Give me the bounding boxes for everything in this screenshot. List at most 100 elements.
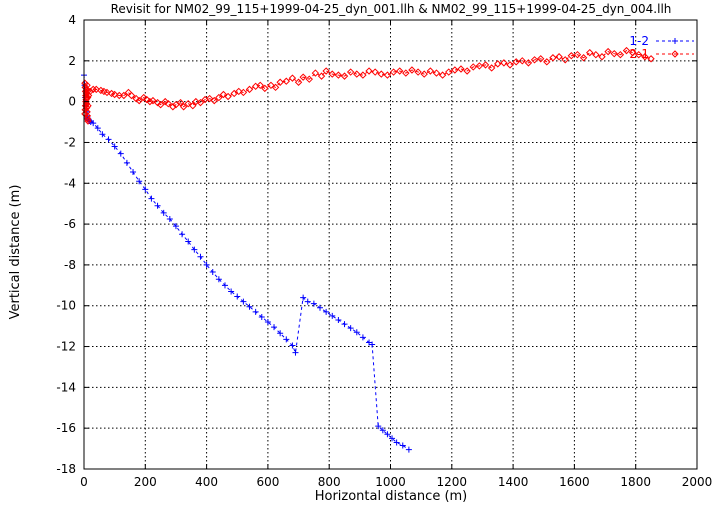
y-tick-label: 4 bbox=[68, 13, 76, 27]
data-point bbox=[196, 98, 205, 107]
data-point bbox=[598, 53, 606, 61]
data-point bbox=[305, 75, 313, 83]
data-point bbox=[154, 202, 161, 209]
data-point bbox=[317, 304, 324, 311]
y-axis-label: Vertical distance (m) bbox=[8, 185, 23, 320]
x-tick-label: 1800 bbox=[620, 475, 651, 489]
data-point bbox=[264, 319, 271, 326]
data-point bbox=[228, 288, 235, 295]
x-tick-label: 1600 bbox=[559, 475, 590, 489]
data-point bbox=[161, 97, 169, 106]
data-point bbox=[276, 78, 284, 86]
data-point bbox=[84, 102, 92, 110]
data-point bbox=[328, 70, 336, 78]
data-point bbox=[245, 85, 254, 94]
data-point bbox=[494, 60, 502, 68]
data-point bbox=[304, 298, 311, 305]
data-point bbox=[172, 223, 179, 230]
data-point bbox=[176, 98, 185, 107]
data-point bbox=[205, 94, 214, 103]
data-point bbox=[445, 68, 453, 76]
data-point bbox=[117, 150, 124, 157]
data-point bbox=[209, 269, 216, 276]
data-point bbox=[405, 446, 412, 453]
data-point bbox=[299, 73, 307, 81]
data-point bbox=[530, 56, 539, 64]
data-point bbox=[111, 143, 118, 150]
data-point bbox=[103, 88, 111, 97]
data-point bbox=[156, 100, 165, 109]
data-point bbox=[573, 50, 582, 59]
data-point bbox=[221, 282, 228, 289]
data-point bbox=[635, 50, 643, 59]
data-point bbox=[371, 68, 379, 76]
data-point bbox=[210, 96, 218, 105]
data-point bbox=[346, 68, 355, 76]
y-tick-label: -4 bbox=[64, 176, 76, 190]
data-point bbox=[246, 303, 253, 310]
y-tick-label: -12 bbox=[56, 340, 76, 354]
data-point bbox=[239, 88, 248, 97]
data-point bbox=[283, 336, 290, 343]
data-point bbox=[164, 99, 172, 108]
y-tick-label: 0 bbox=[68, 95, 76, 109]
data-point bbox=[99, 131, 106, 138]
data-point bbox=[224, 92, 232, 101]
series-line bbox=[84, 50, 652, 122]
data-point bbox=[135, 96, 143, 105]
data-point bbox=[83, 115, 92, 123]
data-point bbox=[323, 308, 330, 315]
data-point bbox=[215, 93, 223, 102]
data-point bbox=[282, 77, 290, 85]
data-point bbox=[192, 97, 200, 106]
data-point bbox=[586, 48, 594, 57]
y-tick-label: -2 bbox=[64, 135, 76, 149]
data-point bbox=[92, 85, 100, 94]
data-point bbox=[457, 65, 465, 73]
data-point bbox=[555, 53, 563, 61]
data-point bbox=[89, 85, 97, 94]
x-tick-label: 1400 bbox=[498, 475, 529, 489]
data-point bbox=[518, 57, 527, 65]
grid bbox=[84, 20, 697, 469]
data-point bbox=[536, 55, 545, 63]
data-point bbox=[203, 261, 210, 268]
data-point bbox=[432, 69, 441, 77]
data-point bbox=[179, 231, 186, 238]
x-tick-label: 600 bbox=[256, 475, 279, 489]
x-axis-label: Horizontal distance (m) bbox=[315, 489, 468, 504]
data-point bbox=[169, 103, 177, 111]
data-point bbox=[347, 325, 354, 332]
data-point bbox=[340, 72, 349, 80]
data-point bbox=[136, 178, 143, 185]
x-tick-label: 2000 bbox=[682, 475, 713, 489]
series-layer bbox=[81, 46, 655, 453]
data-point bbox=[353, 70, 361, 78]
data-point bbox=[83, 85, 91, 94]
data-point bbox=[153, 98, 162, 107]
data-point bbox=[219, 90, 228, 99]
data-point bbox=[383, 71, 392, 79]
legend-label: 2-1 bbox=[629, 47, 649, 61]
data-point bbox=[399, 442, 406, 449]
data-point bbox=[549, 54, 557, 62]
data-point bbox=[469, 63, 477, 71]
data-point bbox=[375, 423, 382, 430]
data-point bbox=[240, 298, 247, 305]
data-point bbox=[84, 117, 92, 125]
legend-marker bbox=[671, 50, 679, 58]
data-point bbox=[463, 67, 471, 75]
data-point bbox=[579, 54, 588, 62]
data-point bbox=[185, 238, 192, 245]
data-point bbox=[438, 71, 447, 79]
data-point bbox=[567, 52, 576, 60]
data-point bbox=[197, 253, 204, 260]
data-point bbox=[235, 87, 243, 96]
legend-marker bbox=[672, 38, 678, 44]
data-point bbox=[335, 317, 342, 324]
data-point bbox=[414, 68, 422, 76]
data-point bbox=[420, 70, 428, 78]
legend: 1-22-1 bbox=[629, 34, 694, 61]
data-point bbox=[294, 78, 303, 86]
data-point bbox=[166, 215, 173, 222]
